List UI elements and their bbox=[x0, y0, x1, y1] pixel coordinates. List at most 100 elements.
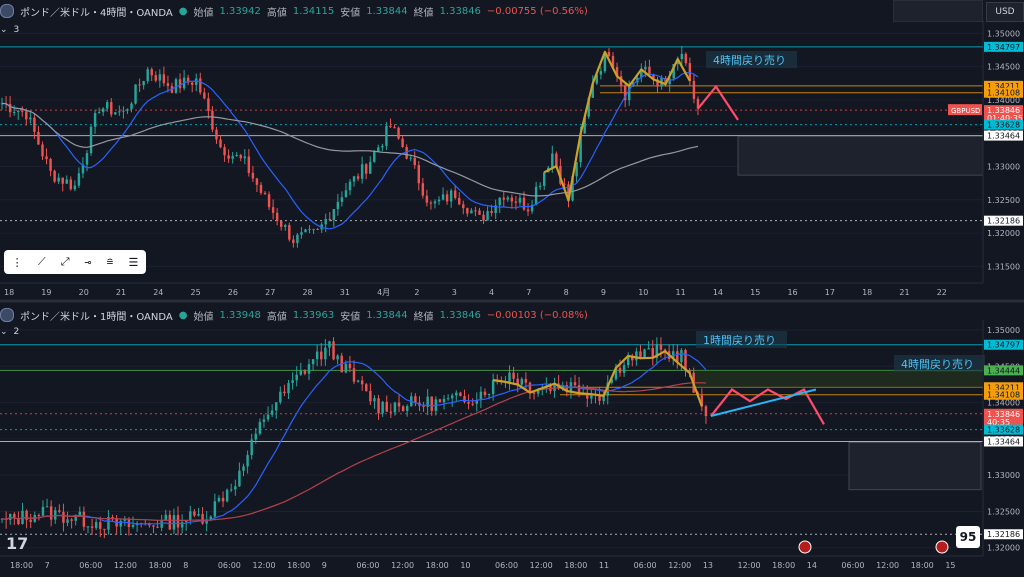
candle-body bbox=[118, 111, 121, 113]
time-axis-tick: 17 bbox=[825, 288, 835, 297]
candle-body bbox=[250, 439, 253, 456]
candle-body bbox=[655, 344, 659, 358]
candle-body bbox=[579, 133, 582, 163]
candle-body bbox=[197, 514, 200, 516]
candle-body bbox=[458, 197, 461, 205]
candle-body bbox=[111, 517, 114, 519]
candle-body bbox=[78, 511, 82, 517]
candle-body bbox=[138, 84, 141, 86]
candle-body bbox=[193, 511, 196, 516]
series-tag-bg bbox=[948, 104, 982, 116]
currency-selector[interactable]: USD bbox=[986, 2, 1024, 22]
live-dot-icon: ● bbox=[178, 309, 188, 321]
candle-body bbox=[25, 111, 28, 120]
candle-body bbox=[221, 497, 225, 502]
time-axis-tick: 12:00 bbox=[876, 561, 899, 570]
candle-body bbox=[543, 172, 546, 186]
ray-icon[interactable]: ⤢ bbox=[60, 255, 70, 268]
candle-body bbox=[45, 506, 49, 508]
top-indicator-toggle[interactable]: ⌄ 3 bbox=[0, 20, 19, 40]
candle-body bbox=[631, 355, 634, 361]
candle-body bbox=[16, 110, 20, 112]
candle-body bbox=[377, 147, 380, 152]
symbol-flag-icon bbox=[0, 308, 14, 322]
candle-body bbox=[215, 129, 218, 140]
candle-body bbox=[8, 104, 12, 113]
candle-body bbox=[459, 392, 462, 397]
candle-body bbox=[219, 139, 222, 148]
time-axis-tick: 06:00 bbox=[841, 561, 864, 570]
candle-body bbox=[498, 197, 501, 206]
long-moving-average bbox=[1, 102, 699, 197]
candle-body bbox=[266, 414, 270, 420]
candle-body bbox=[61, 177, 64, 184]
candle-body bbox=[85, 153, 89, 165]
candle-body bbox=[21, 110, 24, 112]
candle-body bbox=[279, 391, 282, 403]
time-axis-tick: 12:00 bbox=[253, 561, 276, 570]
annotation-bg bbox=[894, 355, 985, 372]
candle-body bbox=[29, 519, 32, 522]
candle-body bbox=[332, 341, 335, 360]
candle-body bbox=[190, 82, 194, 85]
price-label: 1.34108 bbox=[987, 89, 1020, 98]
price-label-bg bbox=[984, 389, 1023, 400]
price-label: 1.33846 bbox=[987, 410, 1020, 419]
candle-body bbox=[148, 523, 151, 526]
candle-body bbox=[445, 194, 449, 202]
sell-scenario-path bbox=[697, 84, 739, 121]
short-moving-average bbox=[1, 71, 699, 230]
notification-badge[interactable]: 95 bbox=[956, 526, 980, 548]
candle-body bbox=[603, 51, 607, 72]
countdown-label: 40:35 bbox=[987, 418, 1010, 427]
candle-body bbox=[239, 154, 242, 159]
price-label-bg bbox=[984, 529, 1023, 540]
candle-body bbox=[344, 190, 348, 198]
candle-body bbox=[421, 183, 425, 196]
fib-retracement-icon[interactable]: ☰ bbox=[128, 255, 139, 269]
candle-body bbox=[154, 75, 157, 81]
candle-body bbox=[478, 210, 481, 215]
candle-body bbox=[520, 378, 524, 385]
trend-line-icon[interactable]: ⟋ bbox=[37, 255, 46, 268]
bottom-indicator-toggle[interactable]: ⌄ 2 bbox=[0, 322, 19, 342]
candle-body bbox=[275, 212, 279, 221]
horizontal-line-icon[interactable]: ⊸ bbox=[84, 255, 92, 269]
candle-body bbox=[69, 179, 73, 190]
price-axis-tick: 1.35000 bbox=[987, 29, 1020, 38]
candle-body bbox=[207, 98, 210, 111]
candle-body bbox=[156, 526, 159, 528]
price-axis-tick: 1.31500 bbox=[987, 262, 1020, 271]
price-axis-tick: 1.33000 bbox=[987, 471, 1020, 480]
candle-body bbox=[615, 67, 619, 77]
candle-body bbox=[37, 515, 41, 517]
tradingview-logo-icon[interactable]: 17 bbox=[6, 534, 29, 553]
candle-body bbox=[555, 153, 558, 167]
parallel-channel-icon[interactable]: ≘ bbox=[106, 255, 114, 269]
price-label: 1.33628 bbox=[987, 426, 1020, 435]
candle-body bbox=[195, 78, 198, 85]
candle-body bbox=[152, 525, 155, 527]
candle-body bbox=[242, 466, 245, 471]
drag-handle-icon[interactable]: ⋮ bbox=[11, 255, 23, 269]
bottom-open-value: 1.33948 bbox=[219, 309, 261, 321]
candle-body bbox=[303, 370, 307, 374]
candle-body bbox=[209, 516, 212, 520]
top-symbol-title[interactable]: ポンド／米ドル・4時間・OANDA bbox=[20, 7, 173, 19]
time-axis-tick: 9 bbox=[322, 561, 327, 570]
candle-body bbox=[648, 66, 651, 76]
countdown-label: 01:40:35 bbox=[987, 114, 1023, 123]
candle-body bbox=[184, 520, 188, 523]
candle-body bbox=[131, 525, 135, 527]
candle-body bbox=[304, 229, 307, 233]
top-low-label: 安値 bbox=[340, 7, 361, 19]
time-axis-tick: 22 bbox=[937, 288, 947, 297]
bottom-open-label: 始値 bbox=[193, 311, 214, 323]
candle-body bbox=[490, 210, 493, 213]
price-label-bg bbox=[984, 87, 1023, 98]
candle-body bbox=[656, 79, 659, 87]
candle-body bbox=[158, 74, 162, 81]
candle-body bbox=[262, 419, 266, 422]
bottom-symbol-title[interactable]: ポンド／米ドル・1時間・OANDA bbox=[20, 311, 173, 323]
